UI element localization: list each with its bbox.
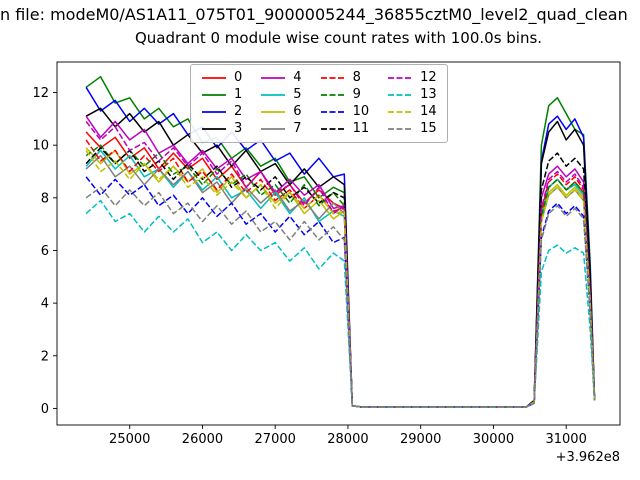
legend-item-15: 15: [387, 122, 437, 136]
series-line-7: [85, 154, 596, 408]
y-tick-label: 10: [32, 139, 49, 154]
series-line-6: [85, 147, 596, 408]
legend-label: 2: [234, 104, 243, 119]
series-line-10: [85, 176, 596, 408]
legend-item-1: 1: [201, 88, 242, 102]
legend-item-10: 10: [320, 104, 370, 119]
legend-line-sample: [202, 94, 226, 96]
legend-label: 8: [352, 70, 361, 85]
legend-line-sample: [202, 77, 226, 79]
legend-item-8: 8: [320, 71, 370, 85]
legend-line-sample: [388, 94, 413, 96]
series-line-4: [85, 115, 596, 408]
x-tick-label: 31000: [545, 432, 586, 447]
series-line-9: [85, 144, 596, 408]
y-tick-label: 0: [41, 402, 49, 417]
x-tick-label: 27000: [255, 432, 296, 447]
y-tick-label: 2: [41, 349, 49, 364]
series-line-11: [85, 147, 596, 408]
legend-item-14: 14: [387, 105, 437, 119]
series-line-1: [85, 75, 596, 408]
legend-line-sample: [320, 128, 345, 130]
x-tick-label: 25000: [109, 432, 150, 447]
legend-label: 11: [352, 121, 370, 136]
legend-item-2: 2: [201, 105, 242, 119]
series-line-15: [85, 186, 596, 408]
x-tick-label: 29000: [400, 432, 441, 447]
figure-title: n file: modeM0/AS1A11_075T01_9000005244_…: [0, 5, 628, 24]
legend-label: 7: [293, 121, 302, 136]
legend-label: 12: [420, 70, 437, 85]
legend: 0 1 2 3 4 5 6 7 8 9 10 11 12 13 14 15: [190, 64, 448, 143]
legend-line-sample: [202, 128, 226, 130]
legend-item-5: 5: [260, 87, 302, 102]
legend-line-sample: [261, 94, 286, 96]
legend-label: 4: [293, 70, 302, 85]
y-tick-label: 12: [32, 86, 49, 101]
legend-item-11: 11: [320, 121, 370, 136]
series-line-12: [85, 121, 596, 408]
axes-title: Quadrant 0 module wise count rates with …: [134, 29, 543, 47]
legend-line-sample: [202, 111, 226, 113]
series-line-3: [85, 107, 596, 408]
series-line-5: [85, 149, 596, 408]
legend-line-sample: [261, 111, 286, 113]
legend-label: 10: [352, 104, 370, 119]
legend-label: 14: [420, 104, 437, 119]
series-line-2: [85, 86, 596, 408]
legend-label: 6: [293, 104, 302, 119]
legend-item-9: 9: [320, 88, 370, 102]
legend-line-sample: [320, 94, 345, 96]
x-tick-label: 26000: [182, 432, 223, 447]
legend-line-sample: [320, 111, 345, 113]
legend-item-6: 6: [260, 104, 302, 119]
x-axis-offset-label: +3.962e8: [556, 450, 620, 465]
series-line-13: [85, 199, 596, 408]
x-tick-label: 30000: [473, 432, 514, 447]
legend-item-3: 3: [201, 122, 242, 136]
legend-item-13: 13: [387, 88, 437, 102]
series-line-14: [85, 149, 596, 408]
legend-line-sample: [261, 128, 286, 130]
legend-line-sample: [261, 77, 286, 79]
legend-label: 3: [234, 121, 243, 136]
x-tick-label: 28000: [327, 432, 368, 447]
legend-label: 5: [293, 87, 302, 102]
legend-item-12: 12: [387, 71, 437, 85]
legend-item-4: 4: [260, 70, 302, 85]
legend-label: 13: [420, 87, 437, 102]
y-tick-label: 6: [41, 244, 49, 259]
series-line-8: [85, 139, 596, 408]
legend-item-0: 0: [201, 71, 242, 85]
legend-label: 1: [234, 87, 243, 102]
y-tick-label: 8: [41, 191, 49, 206]
legend-line-sample: [388, 77, 413, 79]
legend-label: 0: [234, 70, 243, 85]
y-tick-label: 4: [41, 297, 49, 312]
legend-line-sample: [320, 77, 345, 79]
legend-line-sample: [388, 111, 413, 113]
legend-item-7: 7: [260, 121, 302, 136]
legend-label: 15: [420, 121, 437, 136]
legend-label: 9: [352, 87, 361, 102]
legend-line-sample: [388, 128, 413, 130]
